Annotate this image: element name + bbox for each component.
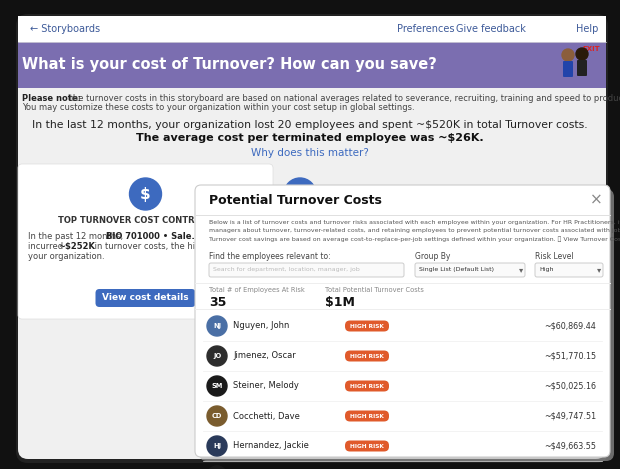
Text: managers about turnover, turnover-related costs, and retaining employees to prev: managers about turnover, turnover-relate… [209, 228, 620, 233]
Text: HIGH RISK: HIGH RISK [350, 414, 384, 418]
Text: in turnover costs, the hig...: in turnover costs, the hig... [92, 242, 208, 251]
Text: $: $ [140, 187, 151, 202]
Text: High: High [539, 267, 554, 272]
Circle shape [207, 316, 227, 336]
Text: HIGH RISK: HIGH RISK [350, 384, 384, 388]
Text: Nguyen, John: Nguyen, John [233, 322, 290, 331]
Circle shape [207, 376, 227, 396]
Text: HIGH RISK: HIGH RISK [350, 444, 384, 448]
Text: Group By: Group By [415, 252, 450, 261]
FancyBboxPatch shape [345, 350, 389, 362]
Text: NJ: NJ [213, 323, 221, 329]
Text: ~$49,747.51: ~$49,747.51 [544, 411, 596, 421]
FancyBboxPatch shape [18, 16, 606, 42]
Text: the turnover costs in this storyboard are based on national averages related to : the turnover costs in this storyboard ar… [67, 94, 620, 103]
Text: 35: 35 [209, 296, 226, 309]
Text: In the past 12 months,: In the past 12 months, [28, 232, 126, 241]
Text: Single List (Default List): Single List (Default List) [419, 267, 494, 272]
FancyBboxPatch shape [577, 60, 587, 76]
FancyBboxPatch shape [195, 185, 610, 457]
Circle shape [207, 466, 227, 469]
FancyBboxPatch shape [415, 263, 525, 277]
FancyBboxPatch shape [199, 189, 614, 461]
Text: TOP TURNOVER COST CONTRIBUTO...: TOP TURNOVER COST CONTRIBUTO... [58, 216, 233, 225]
Text: ← Storyboards: ← Storyboards [30, 24, 100, 34]
FancyBboxPatch shape [563, 61, 573, 77]
FancyBboxPatch shape [16, 14, 608, 463]
Text: Total Potential Turnover Costs: Total Potential Turnover Costs [325, 287, 424, 293]
Circle shape [207, 346, 227, 366]
Text: ▾: ▾ [519, 265, 523, 274]
Text: CD: CD [212, 413, 222, 419]
Text: ~$49,663.55: ~$49,663.55 [544, 441, 596, 451]
Circle shape [207, 436, 227, 456]
Text: View cost details: View cost details [102, 294, 189, 303]
FancyBboxPatch shape [18, 164, 273, 319]
FancyBboxPatch shape [209, 263, 404, 277]
Text: $: $ [294, 187, 305, 202]
Text: ~$252K: ~$252K [58, 242, 95, 251]
Text: JO: JO [213, 353, 221, 359]
Circle shape [562, 49, 574, 61]
Text: Find the employees relevant to:: Find the employees relevant to: [209, 252, 330, 261]
Text: EXIT: EXIT [582, 46, 600, 52]
Text: Search for department, location, manager, job: Search for department, location, manager… [213, 267, 360, 272]
Text: BIO 701000 • Sale...: BIO 701000 • Sale... [106, 232, 202, 241]
FancyBboxPatch shape [535, 263, 603, 277]
Circle shape [207, 406, 227, 426]
Text: Preferences: Preferences [397, 24, 454, 34]
FancyBboxPatch shape [345, 440, 389, 452]
FancyBboxPatch shape [345, 380, 389, 392]
Text: HIGH RISK: HIGH RISK [350, 324, 384, 328]
FancyBboxPatch shape [18, 42, 606, 88]
Text: The average cost per terminated employee was ~$26K.: The average cost per terminated employee… [136, 133, 484, 143]
Text: In the last 12 months, your organization lost 20 employees and spent ~$520K in t: In the last 12 months, your organization… [32, 120, 588, 130]
Text: What is your cost of Turnover? How can you save?: What is your cost of Turnover? How can y… [22, 58, 437, 73]
Text: $1M: $1M [325, 296, 355, 309]
Text: Cocchetti, Dave: Cocchetti, Dave [233, 411, 300, 421]
Text: Help: Help [575, 24, 598, 34]
Text: You may customize these costs to your organization within your cost setup in glo: You may customize these costs to your or… [22, 103, 415, 112]
Text: ~$60,869.44: ~$60,869.44 [544, 322, 596, 331]
FancyBboxPatch shape [95, 289, 195, 307]
Text: Potential Turnover Costs: Potential Turnover Costs [209, 194, 382, 206]
Text: Please note:: Please note: [22, 94, 81, 103]
Text: Total # of Employees At Risk: Total # of Employees At Risk [209, 287, 305, 293]
Text: Give feedback: Give feedback [456, 24, 526, 34]
Circle shape [284, 178, 316, 210]
Text: Steiner, Melody: Steiner, Melody [233, 381, 299, 391]
Text: Turnover cost savings are based on average cost-to-replace-per-job settings defi: Turnover cost savings are based on avera… [209, 236, 620, 242]
Text: HIGH RISK: HIGH RISK [350, 354, 384, 358]
Text: SM: SM [211, 383, 223, 389]
Text: Jimenez, Oscar: Jimenez, Oscar [233, 351, 296, 361]
FancyBboxPatch shape [18, 16, 606, 459]
Text: ~$51,770.15: ~$51,770.15 [544, 351, 596, 361]
Text: HJ: HJ [213, 443, 221, 449]
Text: Below is a list of turnover costs and turnover risks associated with each employ: Below is a list of turnover costs and tu… [209, 220, 620, 225]
Text: ×: × [590, 192, 603, 207]
Text: your organization.: your organization. [28, 252, 105, 261]
Text: ▾: ▾ [597, 265, 601, 274]
Text: Why does this matter?: Why does this matter? [251, 148, 369, 158]
Text: Hernandez, Jackie: Hernandez, Jackie [233, 441, 309, 451]
FancyBboxPatch shape [345, 410, 389, 422]
Circle shape [576, 48, 588, 60]
Text: Risk Level: Risk Level [535, 252, 574, 261]
Text: incurred: incurred [28, 242, 66, 251]
FancyBboxPatch shape [345, 320, 389, 332]
Text: ~$50,025.16: ~$50,025.16 [544, 381, 596, 391]
Circle shape [130, 178, 161, 210]
